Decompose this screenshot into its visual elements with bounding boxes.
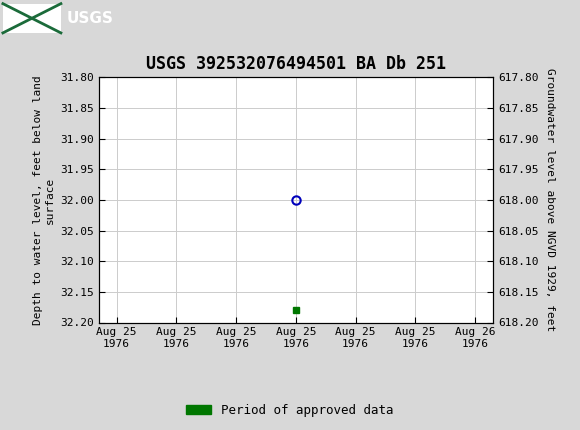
- Legend: Period of approved data: Period of approved data: [181, 399, 399, 421]
- Text: USGS: USGS: [67, 11, 114, 26]
- Y-axis label: Groundwater level above NGVD 1929, feet: Groundwater level above NGVD 1929, feet: [545, 68, 555, 332]
- Y-axis label: Depth to water level, feet below land
surface: Depth to water level, feet below land su…: [33, 75, 55, 325]
- Title: USGS 392532076494501 BA Db 251: USGS 392532076494501 BA Db 251: [146, 55, 446, 73]
- Bar: [3, 3, 61, 33]
